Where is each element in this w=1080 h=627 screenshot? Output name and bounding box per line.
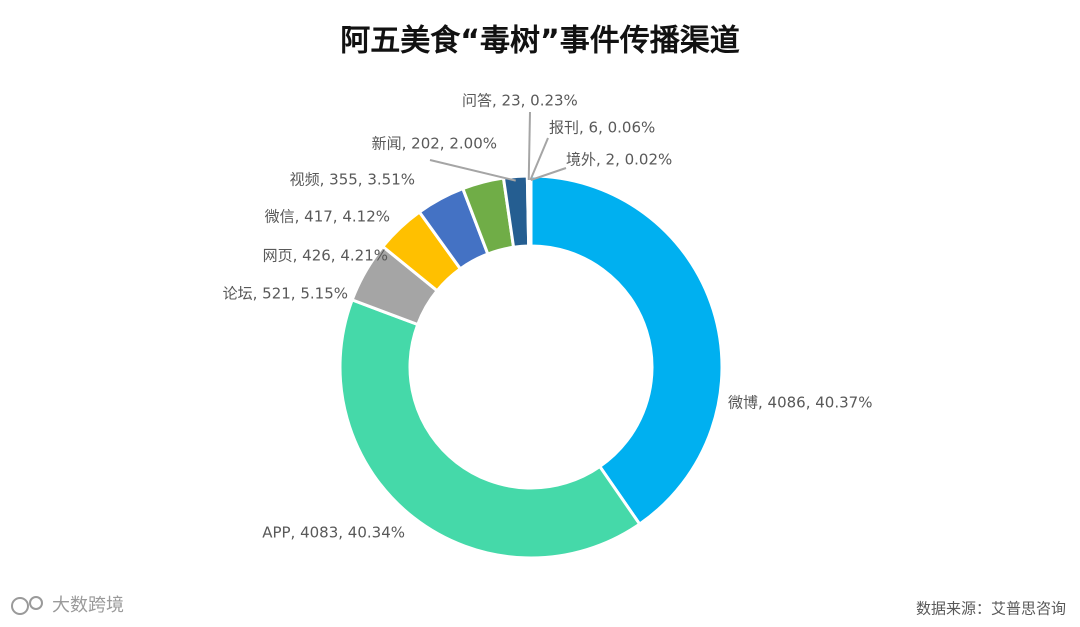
data-label: 视频, 355, 3.51% [290,171,415,189]
logo-ring [29,596,43,610]
data-label: 新闻, 202, 2.00% [372,135,497,153]
donut-slice [338,297,642,560]
source: 数据来源：艾普思咨询 [916,600,1066,618]
data-label: 微博, 4086, 40.37% [728,394,872,412]
data-label: 报刊, 6, 0.06% [549,119,655,137]
leader-line [527,111,531,181]
data-label: APP, 4083, 40.34% [262,524,405,542]
brand-logo [11,596,43,615]
leader-line [429,159,516,182]
data-label: 网页, 426, 4.21% [263,247,388,265]
leader-line [529,137,549,181]
data-label: 微信, 417, 4.12% [265,208,390,226]
data-label: 问答, 23, 0.23% [462,92,578,110]
leader-line [530,167,567,181]
logo-ring [11,597,29,615]
data-label: 境外, 2, 0.02% [566,151,672,169]
brand: 大数跨境 [52,595,124,616]
donut-slice [529,174,724,527]
chart-title: 阿五美食“毒树”事件传播渠道 [340,24,739,59]
data-label: 论坛, 521, 5.15% [223,285,348,303]
